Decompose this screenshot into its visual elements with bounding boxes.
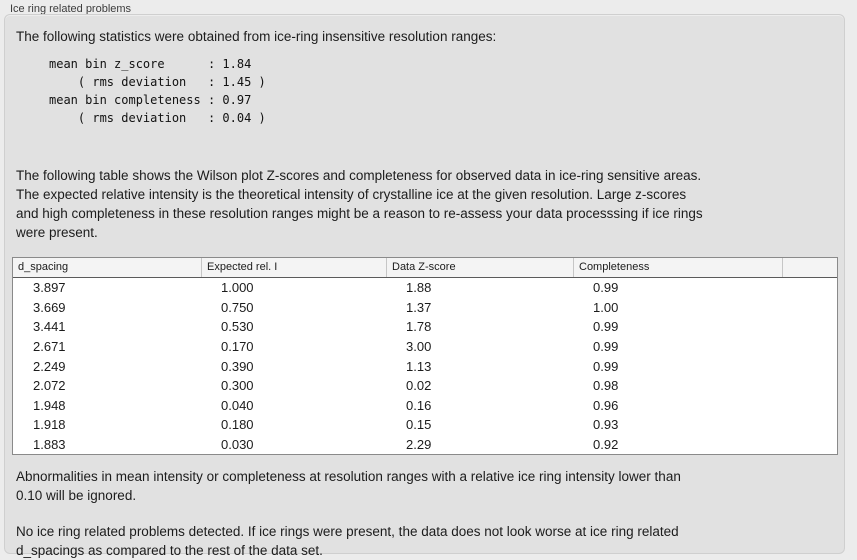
table-header-row: d_spacing Expected rel. I Data Z-score C…	[13, 258, 837, 278]
table-cell: 3.897	[33, 280, 66, 296]
table-cell: 0.16	[406, 397, 432, 413]
table-row[interactable]: 2.249 0.390 1.13 0.99	[13, 356, 837, 376]
table-cell: 1.000	[221, 280, 254, 296]
table-cell: 0.99	[593, 358, 619, 374]
table-cell: 1.88	[406, 280, 432, 296]
column-header-data-z-score[interactable]: Data Z-score	[386, 258, 573, 277]
table-cell: 0.98	[593, 378, 619, 394]
table-cell: 2.072	[33, 378, 66, 394]
table-body: 3.897 1.000 1.88 0.99 3.669 0.750 1.37 1.00 3.44…	[13, 278, 837, 454]
table-row[interactable]: 3.669 0.750 1.37 1.00	[13, 298, 837, 318]
table-cell: 1.37	[406, 299, 432, 315]
ignore-note-text: Abnormalities in mean intensity or compl…	[16, 469, 681, 504]
table-cell: 0.170	[221, 339, 254, 355]
table-cell: 3.00	[406, 339, 432, 355]
table-cell: 3.669	[33, 299, 66, 315]
group-box-label: Ice ring related problems	[10, 3, 132, 15]
column-header-d-spacing[interactable]: d_spacing	[18, 261, 69, 273]
table-cell: 2.249	[33, 358, 66, 374]
table-cell: 0.750	[221, 299, 254, 315]
table-cell: 0.390	[221, 358, 254, 374]
table-cell: 1.78	[406, 319, 432, 335]
table-cell: 0.530	[221, 319, 254, 335]
table-row[interactable]: 1.948 0.040 0.16 0.96	[13, 396, 837, 416]
column-header-completeness[interactable]: Completeness	[573, 258, 782, 277]
table-cell: 0.300	[221, 378, 254, 394]
table-cell: 1.883	[33, 437, 66, 453]
conclusion-text: No ice ring related problems detected. I…	[16, 524, 679, 559]
table-cell: 0.92	[593, 437, 619, 453]
intro-text: The following statistics were obtained f…	[16, 29, 497, 44]
table-cell: 0.99	[593, 280, 619, 296]
table-cell: 0.99	[593, 339, 619, 355]
table-row[interactable]: 3.897 1.000 1.88 0.99	[13, 278, 837, 298]
table-row[interactable]: 1.883 0.030 2.29 0.92	[13, 435, 837, 455]
table-cell: 1.918	[33, 417, 66, 433]
table-cell: 0.99	[593, 319, 619, 335]
table-cell: 0.15	[406, 417, 432, 433]
table-cell: 1.13	[406, 358, 432, 374]
table-cell: 0.180	[221, 417, 254, 433]
table-row[interactable]: 2.072 0.300 0.02 0.98	[13, 376, 837, 396]
table-cell: 3.441	[33, 319, 66, 335]
table-cell: 0.93	[593, 417, 619, 433]
ice-ring-table: d_spacing Expected rel. I Data Z-score C…	[12, 257, 838, 456]
table-cell: 0.96	[593, 397, 619, 413]
table-cell: 0.030	[221, 437, 254, 453]
table-cell: 2.29	[406, 437, 432, 453]
table-cell: 2.671	[33, 339, 66, 355]
table-cell: 0.02	[406, 378, 432, 394]
table-row[interactable]: 2.671 0.170 3.00 0.99	[13, 337, 837, 357]
table-cell: 1.00	[593, 299, 619, 315]
ice-ring-panel: The following statistics were obtained f…	[4, 14, 845, 558]
statistics-block: mean bin z_score : 1.84 ( rms deviation …	[49, 57, 266, 125]
column-header-expected-rel-i[interactable]: Expected rel. I	[201, 258, 386, 277]
table-cell: 0.040	[221, 397, 254, 413]
table-row[interactable]: 1.918 0.180 0.15 0.93	[13, 415, 837, 435]
column-header-empty	[782, 258, 837, 277]
table-description-text: The following table shows the Wilson plo…	[16, 168, 703, 240]
table-cell: 1.948	[33, 397, 66, 413]
table-row[interactable]: 3.441 0.530 1.78 0.99	[13, 317, 837, 337]
